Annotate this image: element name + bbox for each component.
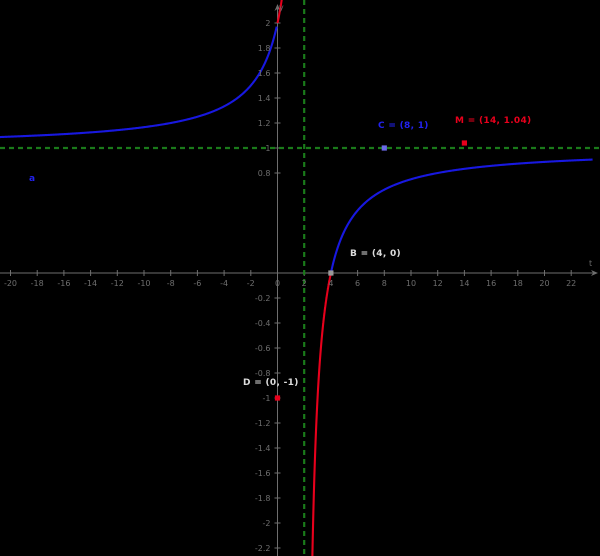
x-tick-label: -6 [193,279,201,288]
point-marker-M[interactable] [461,140,467,146]
point-marker-D[interactable] [274,395,281,401]
x-tick-label: -2 [247,279,255,288]
x-tick-label: -14 [84,279,97,288]
y-tick-label: -0.4 [255,319,271,328]
y-tick-label: 1.8 [258,44,271,53]
curve-label-a[interactable]: a [29,174,36,184]
x-tick-label: -18 [31,279,44,288]
y-tick-label: 1.2 [258,119,271,128]
tick-labels-group: -20 -18 -16 -14 -12 -10 -8 -6 -4 -2 0 2 4 6 8 10 12 14 16 1… [4,19,576,553]
x-tick-label: 16 [486,279,496,288]
y-tick-label: -1.8 [255,494,271,503]
x-tick-label: -16 [57,279,70,288]
curve-blue-left[interactable] [0,26,278,139]
y-tick-label: -1.2 [255,419,271,428]
x-tick-label: -12 [111,279,124,288]
x-tick-label: 14 [459,279,469,288]
y-tick-label: 0.8 [258,169,271,178]
y-axis-arrow [274,4,281,11]
x-tick-label: -20 [4,279,17,288]
axes-group [0,4,598,556]
curve-blue-right[interactable] [329,158,593,274]
x-tick-label: 4 [328,279,333,288]
x-tick-label: -8 [167,279,175,288]
x-tick-label: 10 [406,279,416,288]
curve-red-left[interactable] [276,0,299,24]
y-tick-label: -2.2 [255,544,271,553]
x-tick-label: 6 [355,279,360,288]
point-label-C[interactable]: C = (8, 1) [378,121,429,131]
point-label-D[interactable]: D = (0, -1) [243,378,299,388]
y-tick-label: 1.4 [258,94,271,103]
y-tick-label: -0.6 [255,344,271,353]
x-tick-label: -4 [220,279,228,288]
y-tick-label: -1 [263,394,271,403]
point-marker-B[interactable] [328,270,334,276]
x-axis-arrow [591,270,598,276]
x-tick-label: 0 [275,279,280,288]
y-axis-name: y [279,3,284,12]
x-tick-label: 12 [433,279,443,288]
x-tick-label: 18 [513,279,523,288]
x-tick-label: 20 [539,279,549,288]
curve-red-right[interactable] [308,272,332,556]
y-tick-label: 2 [265,19,270,28]
x-tick-label: 2 [302,279,307,288]
x-tick-label: 8 [382,279,387,288]
y-tick-label: 1.6 [258,69,271,78]
t-axis-name: t [589,259,593,268]
x-tick-label: -10 [137,279,150,288]
point-markers-group [274,140,467,401]
y-tick-label: -2 [263,519,271,528]
point-label-B[interactable]: B = (4, 0) [350,249,401,259]
y-tick-label: -0.2 [255,294,271,303]
point-label-M[interactable]: M = (14, 1.04) [455,116,532,126]
y-tick-label: 1 [265,144,270,153]
y-tick-label: -1.4 [255,444,271,453]
y-tick-label: -0.8 [255,369,271,378]
point-marker-C[interactable] [381,145,387,151]
x-tick-label: 22 [566,279,576,288]
y-tick-label: -1.6 [255,469,271,478]
